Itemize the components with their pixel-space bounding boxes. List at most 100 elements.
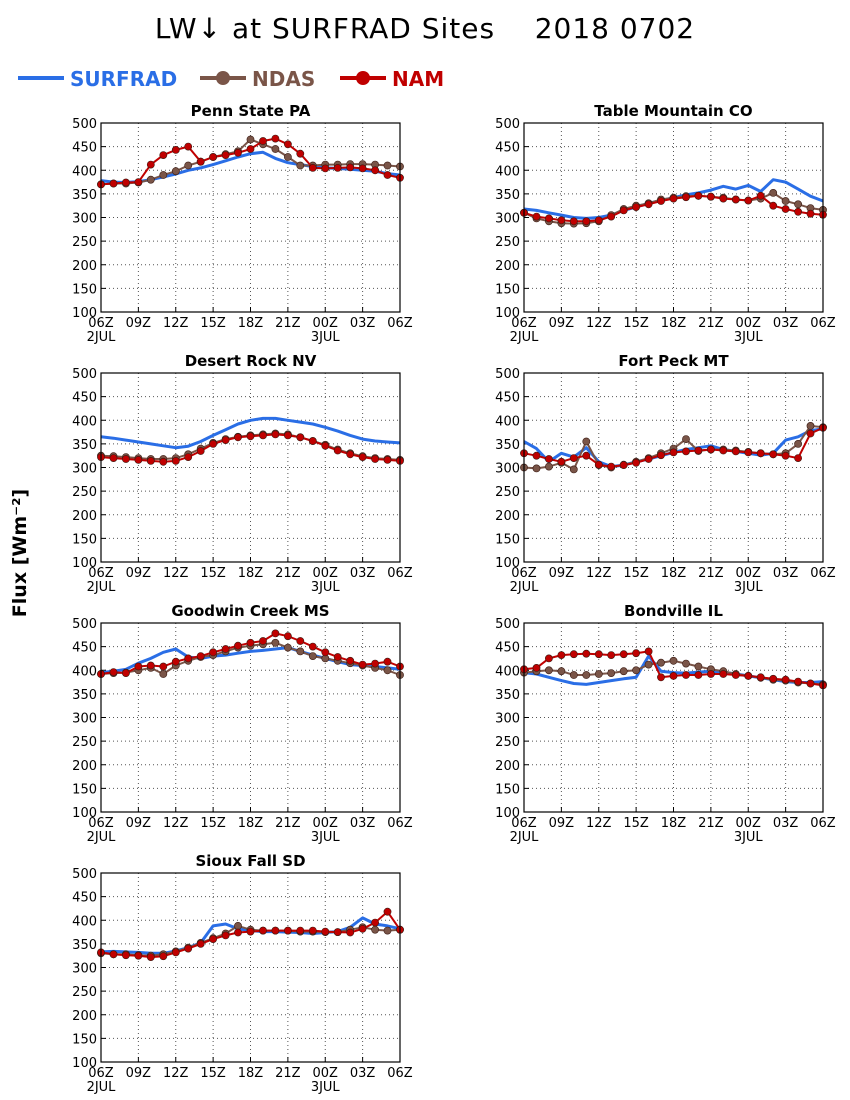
x-tick-label: 06Z <box>387 316 413 331</box>
data-point-nam <box>682 671 690 679</box>
data-point-ndas <box>184 161 193 170</box>
plot-frame <box>523 622 824 813</box>
data-point-nam <box>221 645 230 653</box>
data-point-nam <box>383 657 392 666</box>
x-tick-label: 06Z <box>810 816 836 831</box>
y-tick-label: 350 <box>495 438 520 453</box>
data-point-nam <box>283 632 292 641</box>
legend-swatch-ndas <box>200 71 246 85</box>
data-point-nam <box>632 458 640 467</box>
x-tick-label: 09Z <box>549 816 575 831</box>
data-point-nam <box>321 927 330 936</box>
y-tick-label: 400 <box>495 664 520 679</box>
data-point-nam <box>607 462 616 471</box>
x-tick-label: 03Z <box>350 566 376 581</box>
y-tick-label: 300 <box>72 212 97 227</box>
data-point-ndas <box>308 652 317 660</box>
plot-frame <box>100 872 401 1063</box>
data-point-ndas <box>657 658 665 667</box>
data-point-nam <box>159 151 168 159</box>
y-tick-label: 500 <box>495 117 520 132</box>
data-point-nam <box>719 194 728 203</box>
data-point-nam <box>694 671 703 679</box>
y-tick-label: 150 <box>72 282 97 297</box>
data-point-nam <box>259 637 267 645</box>
data-point-nam <box>184 142 193 151</box>
x-tick-label: 15Z <box>200 1066 226 1081</box>
y-tick-label: 150 <box>495 782 520 797</box>
data-point-ndas <box>159 670 168 678</box>
data-point-nam <box>171 145 180 154</box>
data-point-nam <box>159 952 168 961</box>
data-point-nam <box>756 191 765 200</box>
data-point-nam <box>769 674 778 683</box>
x-tick-label: 21Z <box>275 316 301 331</box>
panel-goodwin-creek-ms: Goodwin Creek MS 06Z 09Z 12Z 15Z 18Z 21Z 00Z 03Z… <box>72 602 413 845</box>
y-tick-label: 350 <box>495 688 520 703</box>
y-tick-label: 500 <box>72 117 97 132</box>
data-point-ndas <box>669 656 678 665</box>
data-point-nam <box>321 441 330 450</box>
data-point-nam <box>308 642 317 651</box>
data-point-ndas <box>296 161 305 170</box>
data-point-ndas <box>619 667 628 676</box>
data-point-nam <box>283 140 292 149</box>
y-tick-label: 250 <box>72 485 97 500</box>
panel-title: Table Mountain CO <box>594 102 752 120</box>
data-point-nam <box>781 675 790 684</box>
x-tick-label: 15Z <box>200 816 226 831</box>
data-point-ndas <box>607 669 616 677</box>
data-point-nam <box>283 926 292 935</box>
data-point-ndas <box>682 659 690 668</box>
data-point-ndas <box>781 197 790 205</box>
data-point-nam <box>682 193 690 202</box>
data-point-nam <box>134 951 143 960</box>
y-tick-label: 200 <box>72 259 97 274</box>
data-point-nam <box>358 164 367 173</box>
data-point-nam <box>781 205 790 213</box>
y-tick-label: 400 <box>72 414 97 429</box>
y-tick-label: 400 <box>72 164 97 179</box>
y-tick-label: 100 <box>72 306 97 321</box>
x-date-label: 2JUL <box>510 580 540 595</box>
data-point-nam <box>209 648 217 657</box>
data-point-nam <box>806 209 815 218</box>
data-point-nam <box>234 928 242 937</box>
data-point-nam <box>196 940 205 948</box>
data-point-nam <box>383 907 392 916</box>
data-point-ndas <box>271 638 280 647</box>
y-tick-label: 450 <box>495 641 520 656</box>
data-point-nam <box>184 654 193 663</box>
plot-frame <box>100 372 401 563</box>
y-tick-label: 300 <box>495 462 520 477</box>
x-tick-label: 00Z <box>313 816 339 831</box>
x-tick-label: 00Z <box>736 566 762 581</box>
x-tick-label: 06Z <box>511 566 537 581</box>
y-tick-label: 300 <box>72 962 97 977</box>
data-point-nam <box>358 453 367 461</box>
data-point-nam <box>707 445 715 454</box>
data-point-nam <box>707 192 715 201</box>
y-tick-label: 250 <box>72 235 97 250</box>
data-point-nam <box>756 449 765 458</box>
y-tick-label: 400 <box>495 414 520 429</box>
y-tick-label: 250 <box>495 235 520 250</box>
data-point-nam <box>557 216 566 225</box>
y-tick-label: 500 <box>495 367 520 382</box>
data-point-nam <box>259 431 267 440</box>
data-point-nam <box>669 448 678 457</box>
y-tick-label: 450 <box>72 391 97 406</box>
y-tick-label: 200 <box>495 509 520 524</box>
data-point-ndas <box>594 670 603 678</box>
y-tick-label: 200 <box>495 259 520 274</box>
y-tick-label: 100 <box>495 306 520 321</box>
y-tick-label: 200 <box>72 509 97 524</box>
data-point-nam <box>707 670 715 678</box>
x-tick-label: 03Z <box>773 316 799 331</box>
data-point-ndas <box>146 175 155 184</box>
data-point-nam <box>532 212 541 221</box>
y-tick-label: 250 <box>495 485 520 500</box>
data-point-nam <box>246 927 255 936</box>
data-point-nam <box>234 148 242 157</box>
